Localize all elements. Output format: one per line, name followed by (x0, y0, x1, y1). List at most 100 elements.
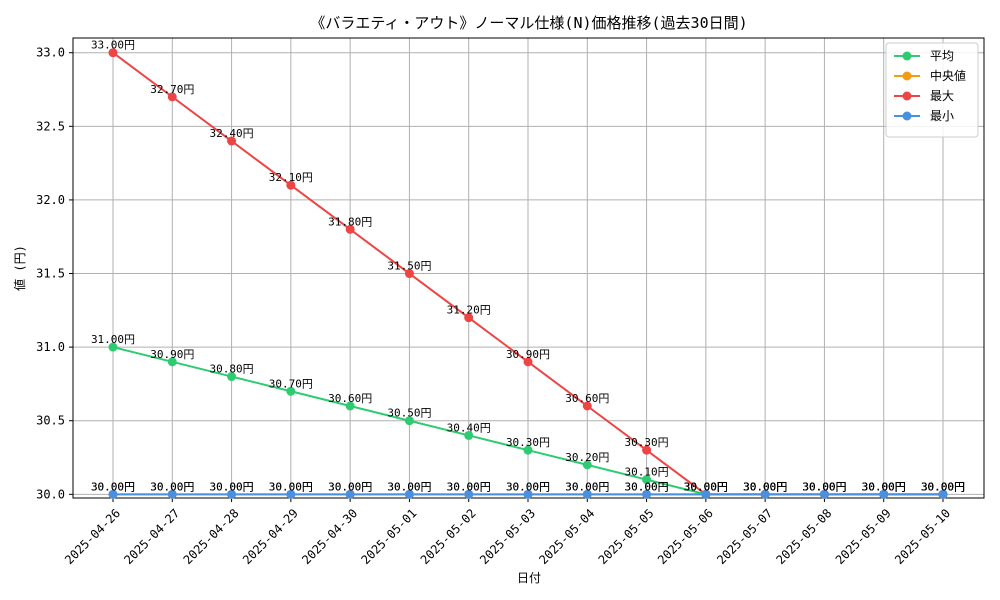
data-label: 30.00円 (328, 480, 372, 493)
y-tick-label: 30.5 (36, 414, 65, 428)
data-point (167, 357, 177, 367)
grid (73, 38, 984, 498)
legend-label: 平均 (930, 49, 954, 63)
data-label: 32.40円 (210, 127, 254, 140)
x-tick-label: 2025-05-02 (418, 506, 479, 567)
data-label: 30.00円 (565, 480, 609, 493)
y-tick-label: 30.0 (36, 487, 65, 501)
data-label: 30.00円 (921, 480, 965, 493)
x-tick-label: 2025-05-03 (477, 506, 538, 567)
data-labels: 31.00円 30.90円 30.80円 30.70円 30.60円 30.50円 30.4… (91, 39, 965, 494)
data-label: 30.00円 (565, 480, 609, 493)
data-label: 30.00円 (387, 480, 431, 493)
data-label: 30.00円 (684, 480, 728, 493)
legend-marker (902, 111, 912, 121)
legend-marker (902, 71, 912, 81)
data-point (582, 460, 592, 470)
x-tick-label: 2025-04-29 (240, 506, 301, 567)
y-tick-label: 31.5 (36, 267, 65, 281)
data-label: 30.30円 (625, 436, 669, 449)
data-label: 30.00円 (210, 480, 254, 493)
data-point (345, 489, 355, 499)
data-label: 30.00円 (387, 480, 431, 493)
y-tick-label: 32.0 (36, 193, 65, 207)
data-label: 30.00円 (862, 480, 906, 493)
data-label: 32.10円 (269, 171, 313, 184)
data-label: 30.00円 (684, 480, 728, 493)
data-label: 31.00円 (91, 333, 135, 346)
data-label: 30.80円 (210, 363, 254, 376)
data-label: 30.00円 (743, 480, 787, 493)
data-label: 30.00円 (921, 480, 965, 493)
data-label: 30.10円 (625, 466, 669, 479)
data-point (227, 372, 237, 382)
data-point (404, 416, 414, 426)
data-label: 30.00円 (862, 480, 906, 493)
y-tick-label: 32.5 (36, 119, 65, 133)
data-label: 30.00円 (802, 480, 846, 493)
data-label: 30.20円 (565, 451, 609, 464)
data-point (642, 489, 652, 499)
chart-title: 《バラエティ・アウト》ノーマル仕様(N)価格推移(過去30日間) (310, 14, 747, 32)
data-point (404, 489, 414, 499)
data-label: 30.60円 (328, 392, 372, 405)
data-label: 30.00円 (743, 480, 787, 493)
data-point (582, 489, 592, 499)
data-label: 30.00円 (625, 480, 669, 493)
data-label: 30.70円 (269, 377, 313, 390)
data-point (523, 489, 533, 499)
data-point (227, 489, 237, 499)
data-point (523, 357, 533, 367)
data-label: 33.00円 (91, 39, 135, 52)
x-tick-label: 2025-04-26 (62, 506, 123, 567)
legend-label: 中央値 (930, 68, 966, 83)
x-tick-label: 2025-05-08 (774, 506, 835, 567)
data-point (464, 430, 474, 440)
x-tick-label: 2025-05-09 (833, 506, 894, 567)
data-point (879, 489, 889, 499)
data-point (701, 489, 711, 499)
data-label: 31.50円 (387, 260, 431, 273)
data-label: 30.00円 (210, 480, 254, 493)
data-label: 30.00円 (743, 480, 787, 493)
data-label: 30.40円 (447, 421, 491, 434)
data-label: 30.00円 (506, 480, 550, 493)
legend-marker (902, 91, 912, 101)
legend-label: 最大 (930, 89, 954, 103)
data-point (108, 342, 118, 352)
data-point (582, 401, 592, 411)
x-tick-label: 2025-04-28 (181, 506, 242, 567)
x-tick-label: 2025-04-27 (121, 506, 182, 567)
data-point (345, 224, 355, 234)
data-label: 30.00円 (802, 480, 846, 493)
data-label: 30.00円 (91, 480, 135, 493)
data-label: 30.00円 (862, 480, 906, 493)
x-axis-label: 日付 (517, 571, 541, 585)
data-label: 30.00円 (625, 480, 669, 493)
data-label: 30.00円 (447, 480, 491, 493)
data-label: 31.20円 (447, 304, 491, 317)
legend-marker (902, 51, 912, 61)
data-point (345, 401, 355, 411)
data-label: 30.00円 (684, 480, 728, 493)
data-point (167, 489, 177, 499)
data-label: 30.90円 (150, 348, 194, 361)
data-point (227, 136, 237, 146)
data-point (464, 489, 474, 499)
data-point (464, 313, 474, 323)
data-point (523, 445, 533, 455)
data-point (642, 475, 652, 485)
x-axis: 2025-04-262025-04-272025-04-282025-04-29… (62, 498, 953, 567)
data-label: 30.00円 (269, 480, 313, 493)
data-label: 30.00円 (91, 480, 135, 493)
x-tick-label: 2025-04-30 (299, 506, 360, 567)
x-tick-label: 2025-05-10 (892, 506, 953, 567)
data-label: 30.00円 (150, 480, 194, 493)
x-tick-label: 2025-05-01 (359, 506, 420, 567)
data-label: 30.00円 (743, 480, 787, 493)
data-point (819, 489, 829, 499)
x-tick-label: 2025-05-07 (714, 506, 775, 567)
data-point (642, 445, 652, 455)
data-label: 31.80円 (328, 215, 372, 228)
series-points (108, 48, 948, 499)
